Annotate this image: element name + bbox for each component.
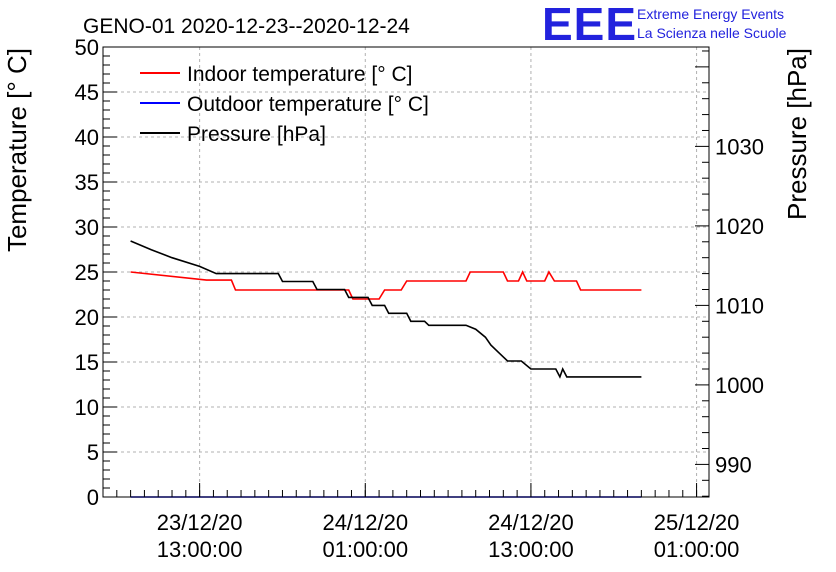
y2-tick-label: 990 xyxy=(715,452,752,477)
legend-label-2: Pressure [hPa] xyxy=(187,123,326,146)
y2-tick-label: 1000 xyxy=(715,373,764,398)
y-tick-label: 10 xyxy=(75,395,99,420)
y-tick-label: 5 xyxy=(87,440,99,465)
y-tick-label: 40 xyxy=(75,125,99,150)
chart-title: GENO-01 2020-12-23--2020-12-24 xyxy=(83,15,410,38)
y-tick-label: 35 xyxy=(75,170,99,195)
legend: Indoor temperature [° C] Outdoor temperat… xyxy=(140,63,429,146)
y-tick-label: 20 xyxy=(75,305,99,330)
eee-caption-line2: La Scienza nelle Scuole xyxy=(637,25,787,41)
eee-logo: EEE Extreme Energy Events La Scienza nel… xyxy=(542,0,787,50)
x-tick-label-time: 01:00:00 xyxy=(322,537,408,562)
series-lines xyxy=(130,240,642,498)
grid-lines xyxy=(103,47,709,497)
x-tick-label-date: 24/12/20 xyxy=(322,510,408,535)
y-tick-label: 0 xyxy=(87,485,99,510)
legend-label-1: Outdoor temperature [° C] xyxy=(187,93,429,116)
y-tick-label: 45 xyxy=(75,80,99,105)
x-tick-label-date: 23/12/20 xyxy=(157,510,243,535)
y-tick-label: 50 xyxy=(75,35,99,60)
y-axis-title: Temperature [° C] xyxy=(2,48,32,252)
y2-tick-label: 1030 xyxy=(715,134,764,159)
eee-caption-line1: Extreme Energy Events xyxy=(637,6,784,22)
y2-tick-label: 1020 xyxy=(715,214,764,239)
x-tick-label-time: 13:00:00 xyxy=(157,537,243,562)
series-line-0 xyxy=(130,270,642,300)
y2-tick-label: 1010 xyxy=(715,293,764,318)
y2-axis-title: Pressure [hPa] xyxy=(782,48,812,220)
axes: 0 5 10 15 20 25 30 35 40 45 50 990 1000 1010 1020 1030 2… xyxy=(2,35,812,562)
y-tick-label: 15 xyxy=(75,350,99,375)
y-tick-label: 30 xyxy=(75,215,99,240)
eee-logo-text: EEE xyxy=(542,0,637,50)
legend-label-0: Indoor temperature [° C] xyxy=(187,63,413,86)
x-tick-label-time: 01:00:00 xyxy=(654,537,740,562)
x-tick-label-date: 25/12/20 xyxy=(654,510,740,535)
series-line-2 xyxy=(130,240,642,379)
x-tick-label-time: 13:00:00 xyxy=(488,537,574,562)
y-tick-label: 25 xyxy=(75,260,99,285)
x-tick-label-date: 24/12/20 xyxy=(488,510,574,535)
